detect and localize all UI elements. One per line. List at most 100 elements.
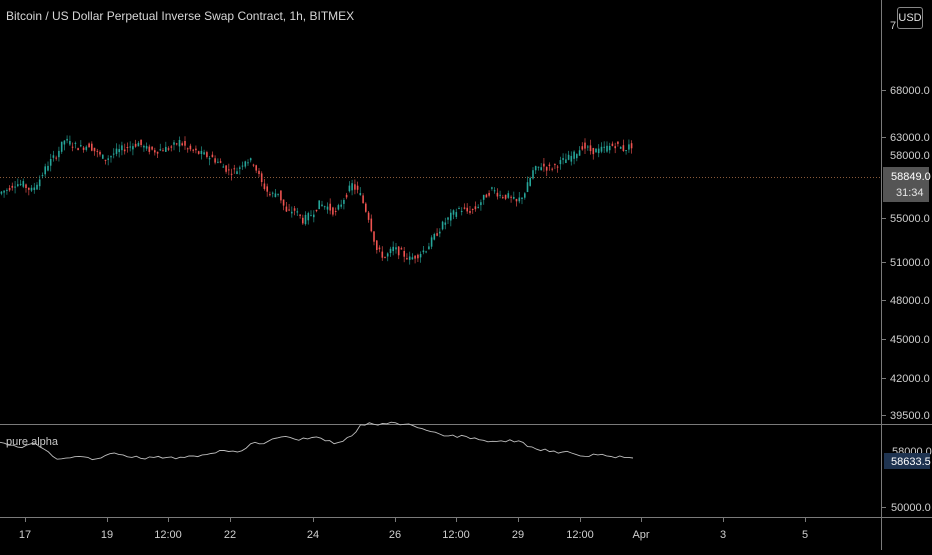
candle-body [258, 170, 260, 174]
candle-body [343, 200, 345, 204]
candle-body [619, 146, 622, 149]
candle-body [49, 159, 52, 166]
candle-body [239, 167, 241, 169]
candle-body [556, 166, 559, 168]
candle-body [230, 173, 233, 175]
candle-body [162, 150, 164, 152]
candle-body [14, 186, 16, 188]
candle-body [91, 143, 93, 151]
candle-body [567, 154, 570, 160]
candle-body [534, 166, 537, 171]
candle-body [392, 246, 394, 252]
indicator-value: 58633.5 [891, 456, 931, 468]
candle-body [126, 147, 129, 148]
candle-body [417, 254, 419, 259]
candle-body [104, 159, 107, 161]
candle-body [524, 193, 526, 198]
candle-body [513, 197, 515, 199]
candle-body [537, 166, 540, 168]
candle-body [389, 248, 392, 253]
candle-body [329, 203, 331, 211]
candle-body [625, 150, 627, 151]
candle-body [428, 246, 430, 250]
candle-body [529, 178, 531, 186]
candle-body [310, 215, 312, 217]
candle-body [362, 195, 364, 203]
currency-button[interactable]: USD [897, 7, 923, 29]
candle-body [455, 212, 458, 217]
price-tick: 68000.0 [890, 85, 930, 97]
candle-body [151, 146, 153, 150]
candle-body [25, 184, 27, 188]
candle-body [411, 257, 414, 260]
price-tick: 51000.0 [890, 257, 930, 269]
candle-body [66, 138, 68, 141]
candle-body [313, 214, 315, 218]
candle-body [63, 140, 66, 145]
indicator-title[interactable]: pure alpha [6, 436, 58, 448]
candle-body [41, 175, 44, 177]
candle-body [38, 179, 41, 187]
candle-body [521, 197, 523, 199]
candle-body [22, 181, 25, 187]
candle-body [441, 221, 444, 230]
indicator-series [0, 421, 634, 461]
time-tick: 17 [19, 529, 31, 541]
last-price-label [883, 167, 929, 202]
time-tick: 26 [389, 529, 401, 541]
candle-body [458, 208, 460, 209]
candle-body [217, 161, 219, 163]
candle-body [587, 146, 589, 148]
candle-body [121, 145, 123, 151]
candle-body [36, 184, 38, 190]
candle-body [321, 204, 323, 207]
candle-body [154, 150, 156, 153]
candle-body [526, 182, 529, 192]
candle-body [430, 237, 433, 247]
candle-body [173, 142, 175, 145]
candle-body [192, 149, 194, 151]
candle-body [266, 186, 268, 192]
candle-body [77, 148, 79, 151]
candle-body [628, 144, 630, 150]
candle-body [74, 142, 77, 144]
price-tick: 63000.0 [890, 132, 930, 144]
candle-body [515, 199, 518, 202]
candle-body [597, 148, 600, 154]
indicator-axis[interactable]: 58000.0 58633.5 50000.0 [881, 446, 932, 514]
candle-body [592, 148, 595, 155]
candle-body [554, 164, 556, 166]
time-tick: 12:00 [442, 529, 470, 541]
candle-body [578, 150, 581, 156]
candle-body [600, 146, 603, 152]
price-axis[interactable]: 7 68000.0 63000.0 58000.0 55000.0 51000.… [881, 20, 931, 422]
price-tick: 39500.0 [890, 410, 930, 422]
candle-body [477, 206, 479, 208]
candle-body [332, 207, 334, 215]
last-price-value: 58849.0 [891, 171, 931, 183]
candle-body [381, 251, 384, 258]
candle-body [540, 167, 542, 171]
candle-body [52, 155, 55, 158]
candle-body [447, 217, 449, 220]
candle-body [233, 168, 236, 170]
chart-title[interactable]: Bitcoin / US Dollar Perpetual Inverse Sw… [6, 9, 355, 23]
candle-body [510, 196, 512, 198]
candle-body [159, 149, 162, 151]
candle-body [491, 187, 493, 189]
candle-body [397, 246, 400, 256]
candle-body [581, 146, 584, 150]
candle-body [460, 211, 463, 212]
candle-body [274, 193, 277, 198]
candle-body [129, 146, 131, 148]
candle-body [334, 211, 337, 212]
candle-body [480, 202, 482, 206]
time-axis[interactable]: 17 19 12:00 22 24 26 12:00 29 12:00 Apr … [19, 517, 808, 541]
candle-body [559, 160, 562, 165]
candle-body [118, 149, 120, 153]
candle-body [499, 194, 501, 196]
price-tick-partial: 7 [890, 20, 896, 32]
candle-body [255, 165, 257, 171]
candle-body [200, 150, 203, 154]
